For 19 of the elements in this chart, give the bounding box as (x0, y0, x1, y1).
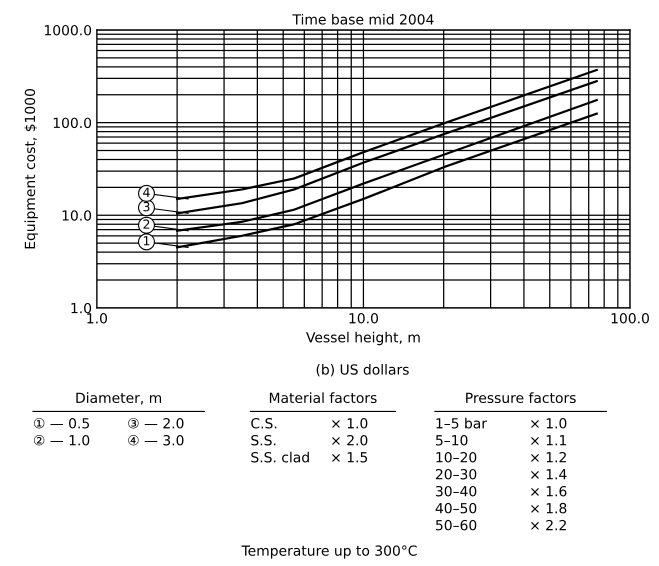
y-axis-title: Equipment cost, $1000 (24, 89, 38, 248)
y-tick-label: 100.0 (54, 118, 92, 128)
y-tick-label: 1.0 (71, 302, 92, 314)
legend-label: 4 (143, 188, 150, 197)
text: Pressure factors 1–5 bar × 1.0 5–10 × 1.1 10–20 × 1.2 20–30 × 1.4 30–40 × 1.6 40–50 × 1.8 50–60 × 2.2 (436, 392, 576, 530)
text: Temperature up to 300°C (241, 545, 417, 559)
chart-title: Time base mid 2004 (292, 14, 434, 25)
legend-label: 3 (143, 202, 150, 212)
text: Material factors C.S. × 1.0 S.S. × 2.0 S.S. clad × 1.5 (251, 392, 377, 462)
legend-label: 1 (144, 236, 150, 246)
x-tick-label: 1.0 (87, 313, 107, 324)
legend-label: 2 (143, 219, 150, 229)
x-tick-label: 10.0 (350, 313, 378, 324)
y-tick-label: 10.0 (62, 210, 92, 221)
text: Diameter, m ① — 0.5 ③ — 2.0 ② — 1.0 ④ — 3.0 (34, 392, 184, 446)
x-axis-title: Vessel height, m (306, 332, 420, 346)
x-tick-label: 100.0 (612, 313, 649, 324)
y-tick-label: 1000.0 (44, 24, 92, 36)
text: (b) US dollars (316, 364, 409, 376)
